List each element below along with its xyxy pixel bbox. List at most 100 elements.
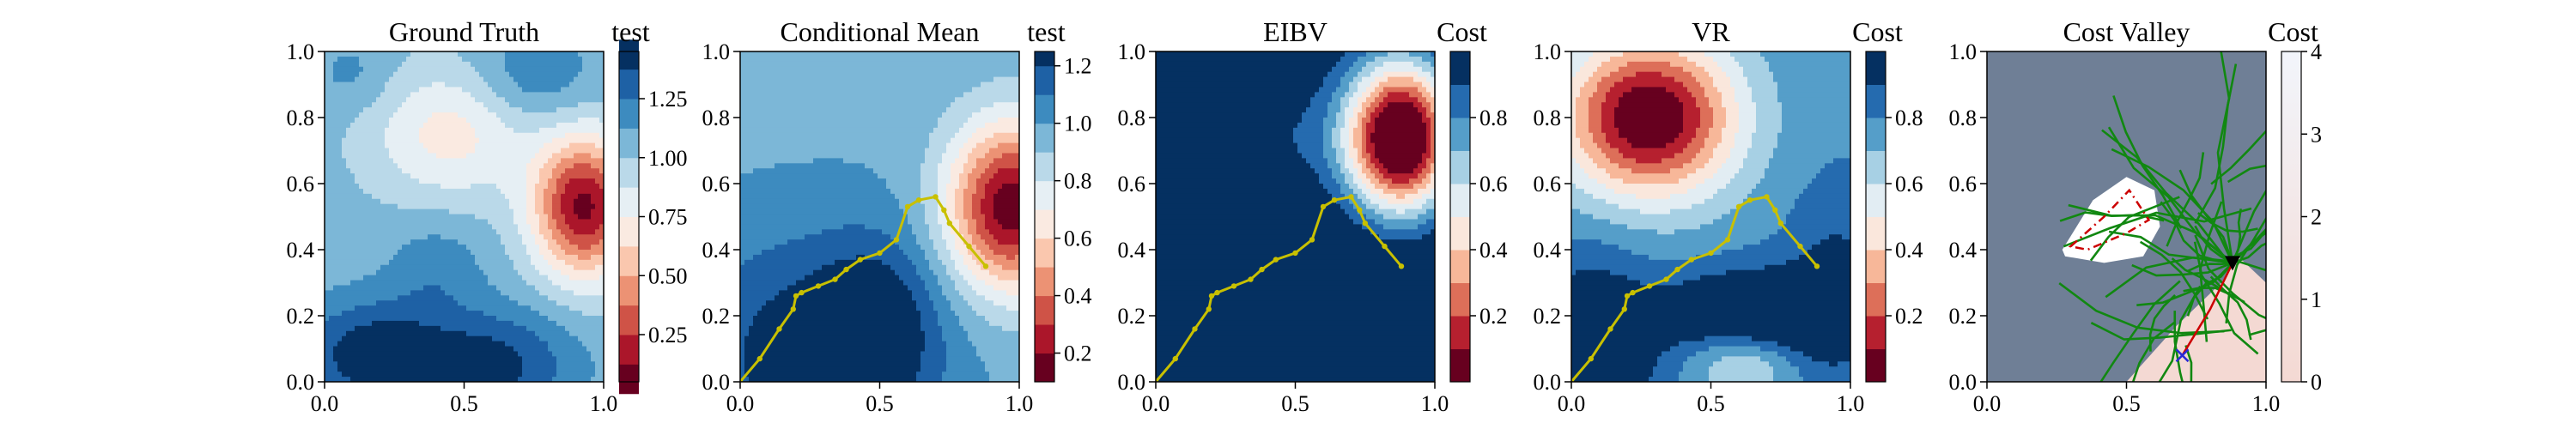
heat-cell <box>483 82 489 88</box>
heat-cell <box>410 208 416 215</box>
heat-cell <box>749 142 754 149</box>
heat-cell <box>552 250 557 256</box>
heat-cell <box>428 158 433 164</box>
heat-cell <box>565 198 570 205</box>
heat-cell <box>574 259 579 266</box>
heat-cell <box>346 142 351 149</box>
heat-cell <box>569 122 574 129</box>
heat-cell <box>385 234 390 240</box>
heat-cell <box>749 275 754 281</box>
heat-cell <box>475 87 480 93</box>
heat-cell <box>432 107 437 113</box>
heat-cell <box>389 71 394 78</box>
heat-cell <box>779 320 784 327</box>
heat-cell <box>526 239 532 245</box>
heat-cell <box>453 259 459 266</box>
heat-cell <box>432 250 437 256</box>
heat-cell <box>342 107 347 113</box>
heat-cell <box>359 158 364 164</box>
heat-cell <box>458 351 463 357</box>
heat-cell <box>428 142 433 149</box>
heat-cell <box>496 198 501 205</box>
heat-cell <box>753 254 758 261</box>
heat-cell <box>329 264 334 271</box>
heat-cell <box>775 245 780 251</box>
heat-cell <box>329 320 334 327</box>
heat-cell <box>475 250 480 256</box>
heat-cell <box>346 264 351 271</box>
heat-cell <box>783 118 788 124</box>
heat-cell <box>462 178 467 184</box>
heat-cell <box>329 372 334 378</box>
heat-cell <box>376 112 381 118</box>
heat-cell <box>436 346 441 353</box>
heat-cell <box>342 61 347 68</box>
heat-cell <box>599 56 604 63</box>
heat-cell <box>350 356 355 362</box>
heat-cell <box>539 234 544 240</box>
heat-cell <box>586 330 592 337</box>
heat-cell <box>582 295 587 301</box>
heat-cell <box>350 229 355 235</box>
heat-cell <box>565 158 570 164</box>
heat-cell <box>415 107 420 113</box>
heat-cell <box>556 341 562 347</box>
heat-cell <box>475 346 480 353</box>
heat-cell <box>762 285 767 291</box>
heat-cell <box>509 295 514 301</box>
heat-cell <box>363 335 368 342</box>
heat-cell <box>458 250 463 256</box>
heat-cell <box>342 203 347 210</box>
heat-cell <box>574 264 579 271</box>
heat-cell <box>415 316 420 322</box>
heat-cell <box>561 259 566 266</box>
heat-cell <box>766 61 771 68</box>
heat-cell <box>419 361 424 367</box>
heat-cell <box>574 163 579 169</box>
heat-cell <box>539 82 544 88</box>
heat-cell <box>522 122 527 129</box>
heat-cell <box>440 320 446 327</box>
heat-cell <box>586 127 592 134</box>
heat-cell <box>518 264 523 271</box>
heat-cell <box>376 351 381 357</box>
heat-cell <box>423 377 428 382</box>
heat-cell <box>496 142 501 149</box>
heat-cell <box>359 66 364 73</box>
heat-cell <box>599 163 604 169</box>
heat-cell <box>586 239 592 245</box>
heat-cell <box>410 372 416 378</box>
heat-cell <box>783 229 788 235</box>
heat-cell <box>744 290 750 296</box>
heat-cell <box>591 61 596 68</box>
heat-cell <box>522 219 527 225</box>
heat-cell <box>740 219 745 225</box>
heat-cell <box>501 311 506 317</box>
heat-cell <box>363 234 368 240</box>
heat-cell <box>342 112 347 118</box>
heat-cell <box>513 193 519 200</box>
heat-cell <box>569 142 574 149</box>
heat-cell <box>518 250 523 256</box>
heat-cell <box>496 208 501 215</box>
heat-cell <box>406 219 411 225</box>
heat-cell <box>744 377 750 382</box>
heat-cell <box>518 214 523 221</box>
heat-cell <box>539 335 544 342</box>
heat-cell <box>415 366 420 372</box>
heat-cell <box>586 158 592 164</box>
heat-cell <box>779 229 784 235</box>
heat-cell <box>346 112 351 118</box>
heat-cell <box>337 316 343 322</box>
heat-cell <box>402 102 407 108</box>
heat-cell <box>757 224 762 230</box>
heat-cell <box>363 269 368 276</box>
heat-cell <box>531 71 536 78</box>
heat-cell <box>325 245 330 251</box>
heat-cell <box>337 178 343 184</box>
heat-cell <box>445 142 450 149</box>
heat-cell <box>574 275 579 281</box>
heat-cell <box>552 61 557 68</box>
heat-cell <box>599 132 604 139</box>
heat-cell <box>552 76 557 83</box>
